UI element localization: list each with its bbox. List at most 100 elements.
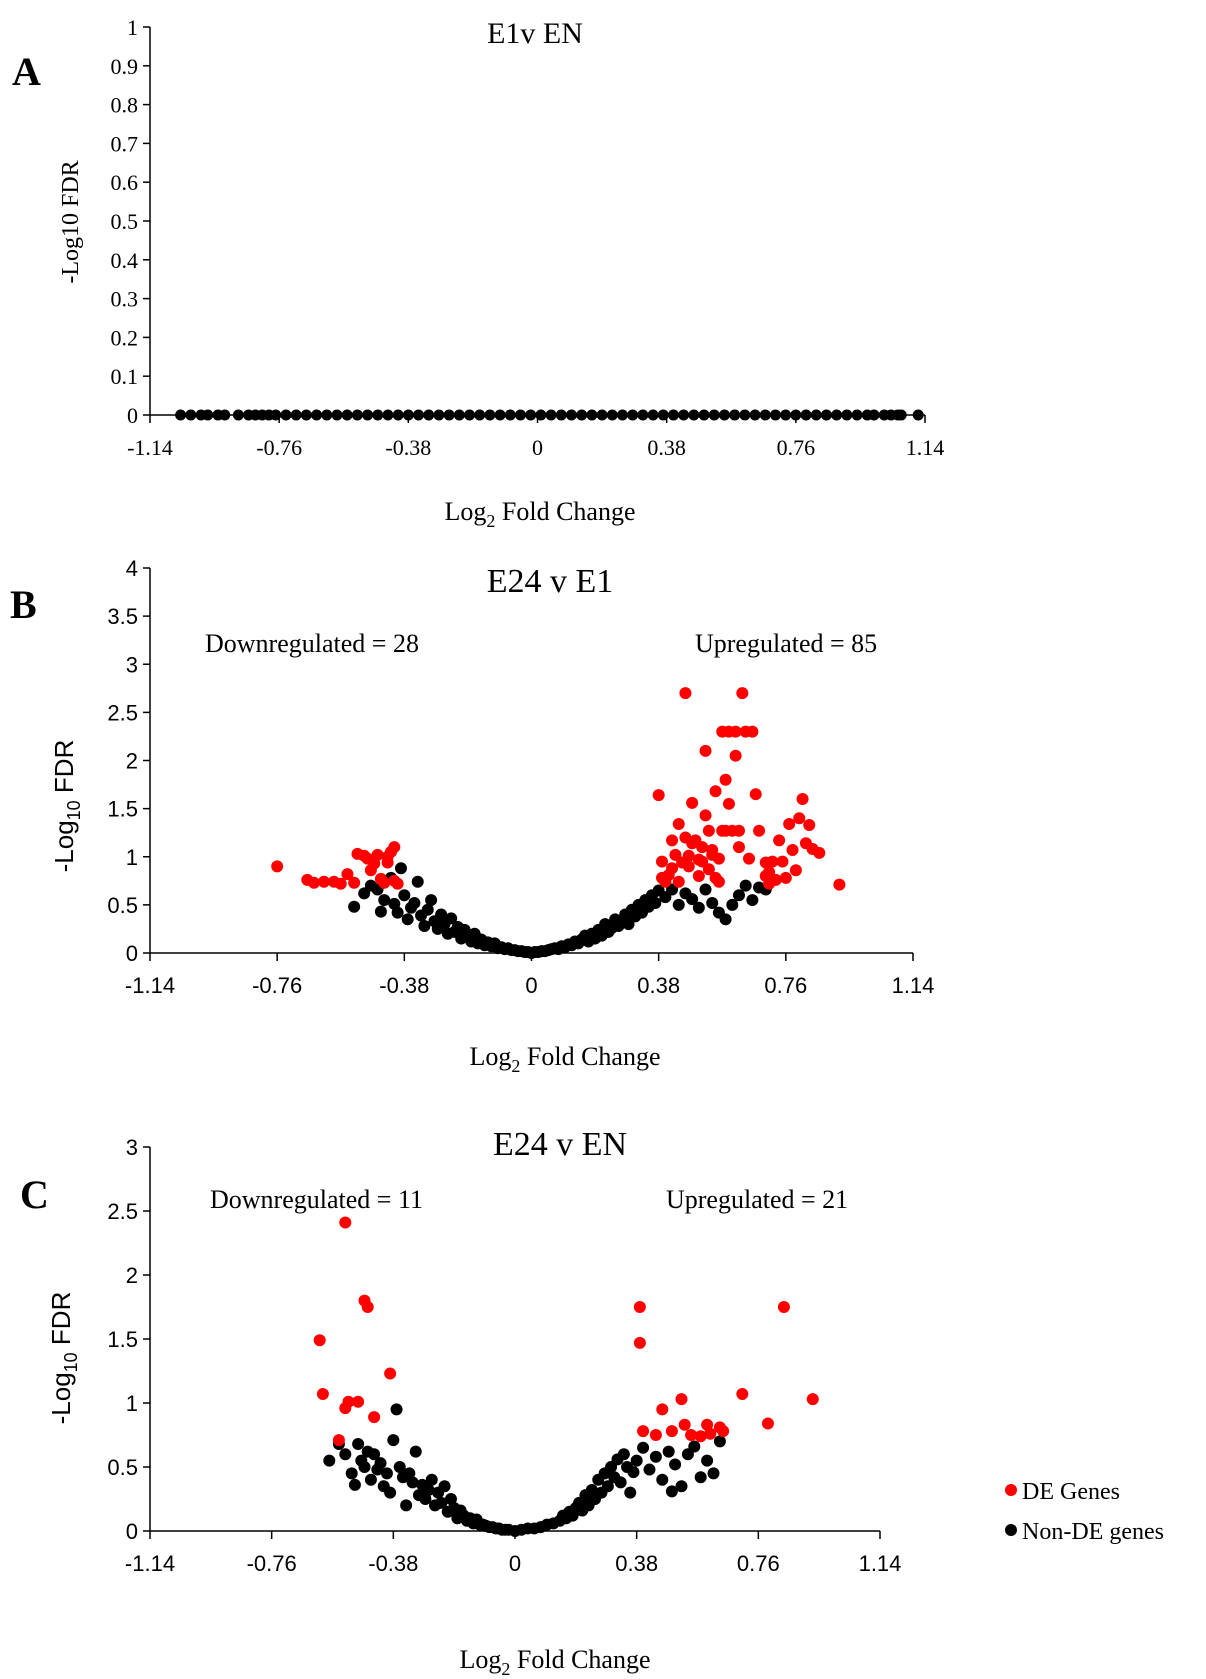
non-de-gene-point (606, 409, 618, 421)
y-tick-label: 0.5 (111, 209, 139, 234)
y-tick-label: 0.1 (111, 364, 139, 389)
de-gene-point (833, 878, 846, 891)
non-de-gene-point (300, 409, 312, 421)
non-de-gene-point (647, 409, 659, 421)
non-de-gene-point (438, 1480, 451, 1493)
non-de-gene-point (800, 409, 812, 421)
non-de-gene-point (368, 1448, 381, 1461)
legend-label-de: DE Genes (1022, 1479, 1120, 1505)
x-tick-label: -0.76 (252, 973, 302, 998)
non-de-gene-point (413, 409, 425, 421)
de-gene-point (783, 818, 796, 831)
non-de-gene-point (810, 409, 822, 421)
panel-a: A E1v EN Log2 Fold Change -Log10 FDR -1.… (12, 15, 944, 531)
non-de-gene-point (630, 1454, 643, 1467)
non-de-gene-point (394, 862, 407, 875)
y-tick-label: 1.5 (107, 797, 138, 822)
non-de-gene-point (331, 409, 343, 421)
non-de-gene-point (435, 1496, 448, 1509)
non-de-gene-point (672, 898, 685, 911)
de-gene-point (339, 1216, 352, 1229)
y-tick-label: 0 (127, 403, 138, 428)
de-gene-point (685, 1429, 698, 1441)
x-tick-label: -1.14 (127, 435, 173, 460)
non-de-gene-point (726, 898, 739, 911)
non-de-gene-point (352, 1437, 365, 1450)
de-gene-point (633, 1301, 646, 1313)
y-tick-label: 1.5 (107, 1327, 138, 1352)
de-gene-point (307, 876, 320, 889)
de-gene-point (378, 876, 391, 889)
de-gene-point (704, 1427, 717, 1440)
non-de-gene-point (667, 409, 679, 421)
x-tick-label: -1.14 (125, 1551, 175, 1576)
y-tick-label: 0 (126, 1519, 138, 1544)
non-de-gene-point (586, 409, 598, 421)
non-de-gene-point (780, 409, 792, 421)
x-tick-label: -0.38 (368, 1551, 418, 1576)
y-tick-label: 0 (126, 941, 138, 966)
axes: -1.14 -0.76 -0.38 0 0.38 0.76 1.14 0 0.5 1 1.5 2 2.5… (107, 1135, 901, 1576)
non-de-gene-point (545, 409, 557, 421)
y-tick-label: 4 (126, 556, 138, 581)
non-de-gene-point (418, 920, 431, 933)
non-de-gene-point (719, 913, 732, 926)
legend: DE Genes Non-DE genes (1005, 1479, 1164, 1545)
de-gene-point (773, 834, 786, 847)
chart-title: E24 v E1 (487, 563, 614, 600)
non-de-gene-point (662, 1445, 675, 1458)
de-gene-point (746, 725, 759, 738)
non-de-gene-point (321, 409, 333, 421)
legend-marker-de (1005, 1484, 1017, 1496)
y-tick-label: 2.5 (107, 1199, 138, 1224)
de-gene-point (633, 1336, 646, 1349)
non-de-gene-point (732, 889, 745, 902)
x-tick-label: 0.38 (647, 435, 686, 460)
non-de-gene-point (708, 409, 720, 421)
de-gene-point (717, 1425, 730, 1438)
non-de-gene-point (649, 896, 662, 909)
non-de-gene-point (895, 409, 907, 421)
y-tick-label: 3 (126, 652, 138, 677)
non-de-gene-point (202, 409, 214, 421)
de-gene-point (732, 841, 745, 854)
de-gene-point (694, 1430, 707, 1443)
de-gene-point (371, 848, 384, 861)
non-de-gene-point (400, 1499, 413, 1512)
non-de-gene-point (656, 1473, 669, 1486)
de-gene-point (332, 1434, 345, 1447)
de-gene-point (342, 1395, 355, 1408)
non-de-gene-point (643, 1463, 656, 1476)
y-tick-label: 0.9 (111, 54, 139, 79)
non-de-gene-point (749, 409, 761, 421)
de-gene-point (769, 873, 782, 886)
legend-label-nonde: Non-DE genes (1022, 1519, 1164, 1545)
legend-marker-nonde (1005, 1524, 1017, 1536)
de-gene-point (777, 1301, 790, 1313)
de-gene-point (766, 855, 779, 868)
non-de-gene-point (525, 409, 537, 421)
non-de-gene-point (411, 875, 424, 888)
de-gene-point (702, 824, 715, 837)
non-de-gene-point (374, 905, 387, 918)
non-de-gene-point (358, 1461, 371, 1473)
non-de-gene-point (739, 879, 752, 892)
x-axis-label: Log2 Fold Change (460, 1645, 651, 1679)
y-tick-label: 0.6 (111, 170, 139, 195)
non-de-gene-point (464, 409, 476, 421)
de-gene-point (786, 844, 799, 857)
de-gene-point (316, 1388, 329, 1401)
de-gene-point (743, 852, 756, 865)
x-axis-label: Log2 Fold Change (470, 1042, 661, 1076)
non-de-gene-point (576, 409, 588, 421)
y-axis-label: -Log10 FDR (46, 1292, 81, 1425)
de-gene-point (675, 1393, 688, 1406)
non-de-gene-point (614, 1476, 627, 1489)
y-tick-label: 2 (126, 749, 138, 774)
non-de-gene-point (769, 409, 781, 421)
de-gene-point (712, 875, 725, 888)
de-gene-point (699, 809, 712, 822)
non-de-gene-point (362, 409, 374, 421)
chart-title: E1v EN (487, 17, 583, 50)
de-gene-point (686, 796, 699, 809)
